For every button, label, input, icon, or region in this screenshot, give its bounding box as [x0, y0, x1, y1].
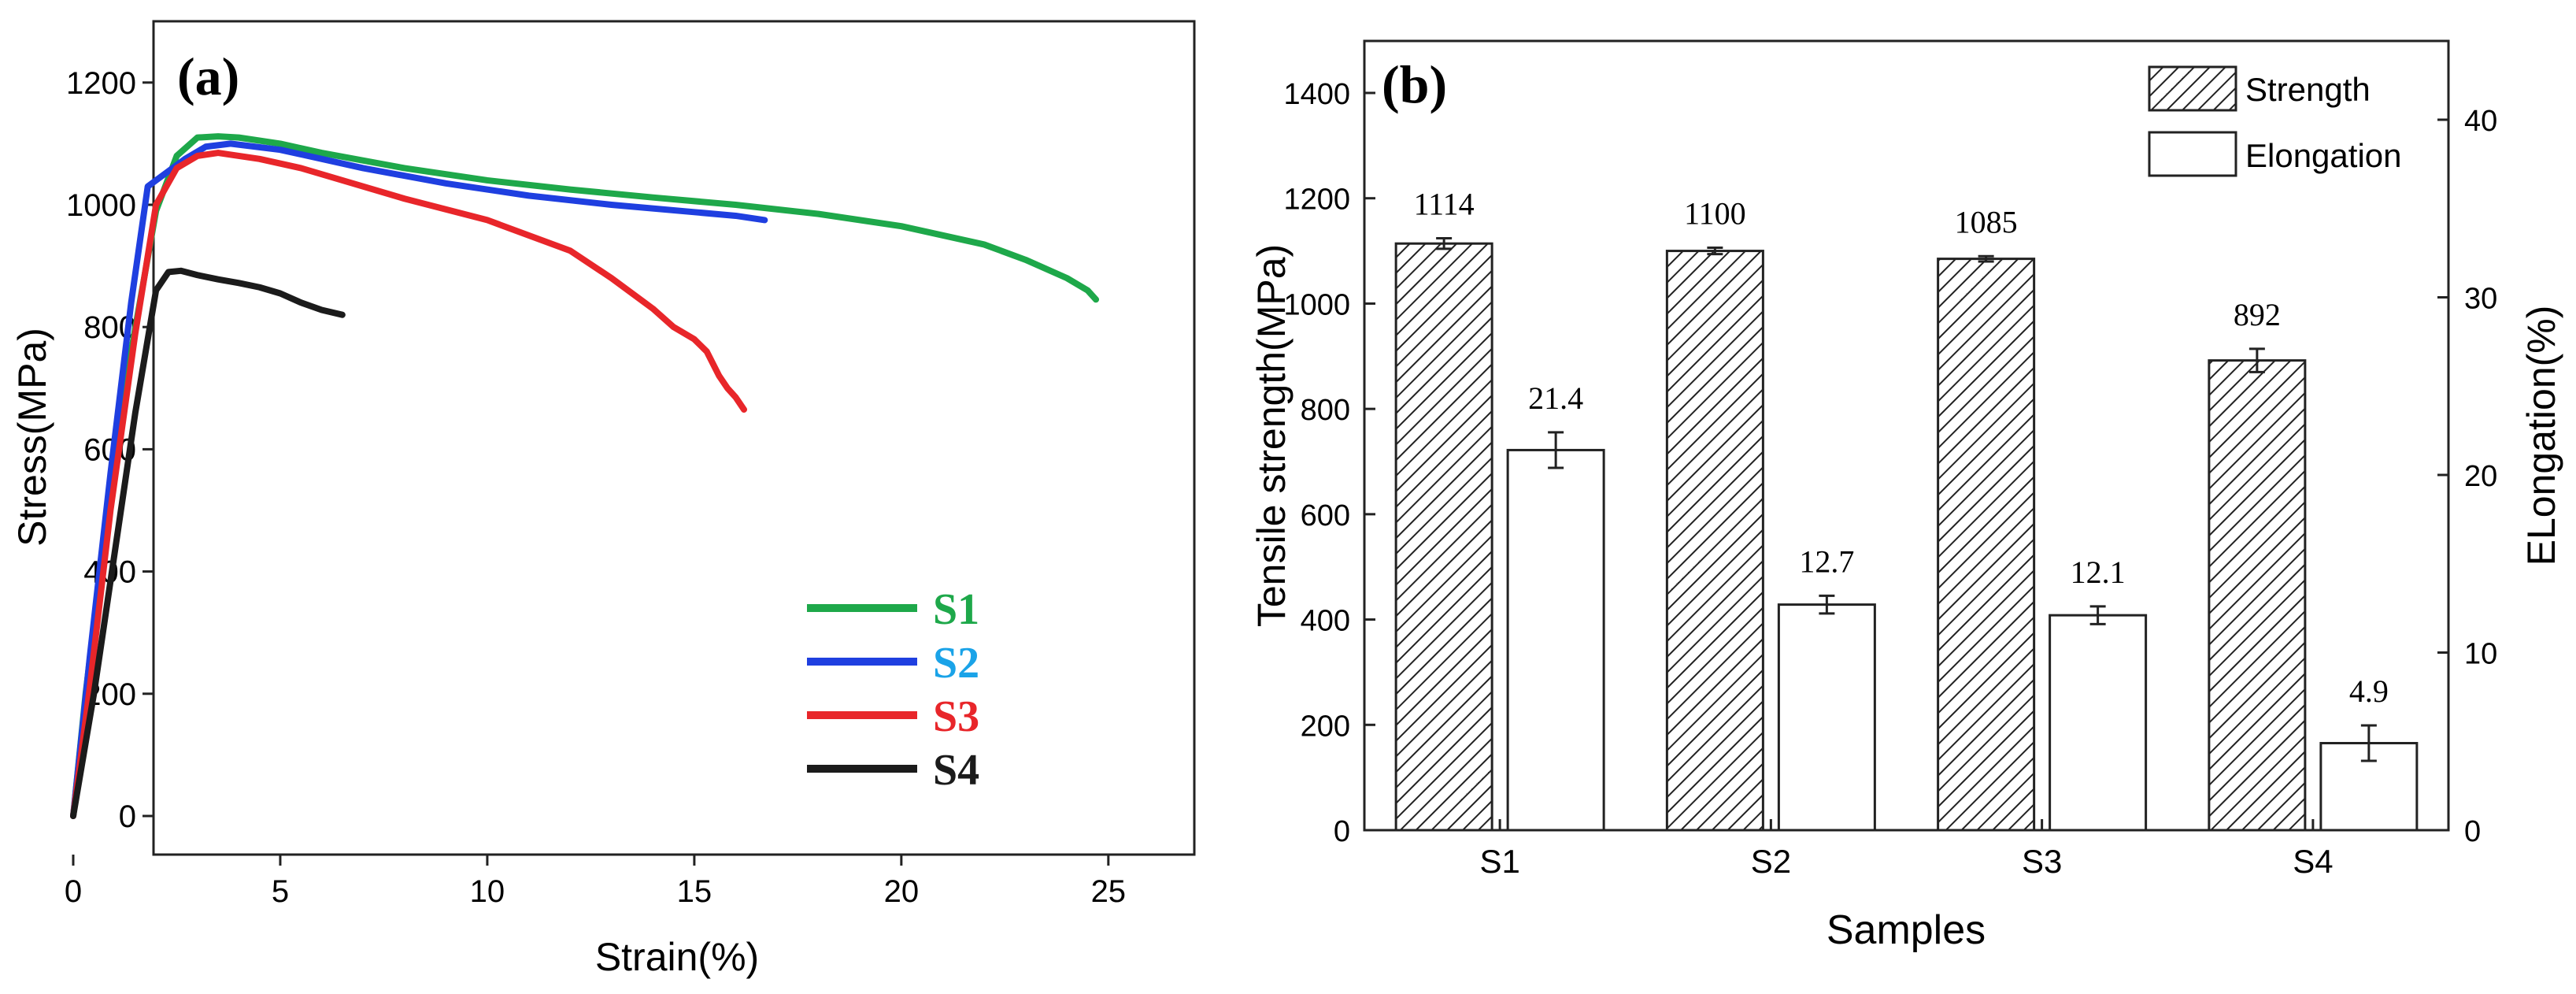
- category-label: S3: [2022, 843, 2062, 880]
- y-tick-label-b: 200: [1301, 710, 1350, 743]
- legend-label-s2: S2: [933, 639, 979, 688]
- error-bar-elongation: [1548, 431, 1564, 469]
- x-tick-label-a: 15: [677, 874, 712, 909]
- legend-label-elongation: Elongation: [2245, 137, 2402, 174]
- x-tick-label-a: 10: [470, 874, 505, 909]
- y-axis-label-a: Stress(MPa): [10, 328, 54, 547]
- error-bar-strength: [1978, 254, 1994, 263]
- bar-strength-s1: [1394, 242, 1493, 832]
- y-tick-right-label-b: 0: [2464, 815, 2481, 848]
- y-tick-label-b: 400: [1301, 605, 1350, 638]
- x-tick-label-a: 25: [1091, 874, 1127, 909]
- y-tick-right-label-b: 40: [2464, 105, 2497, 138]
- y-tick-label-b: 1400: [1283, 78, 1350, 111]
- x-tick-label-a: 5: [272, 874, 289, 909]
- bar-strength-s4: [2208, 359, 2307, 832]
- y-tick-label-a: 1200: [66, 66, 136, 101]
- bar-strength-s2: [1665, 250, 1764, 832]
- error-bar-strength: [1436, 237, 1453, 250]
- legend-swatch-elongation: [2148, 131, 2237, 177]
- category-label: S1: [1479, 843, 1519, 880]
- data-label-elongation: 4.9: [2349, 673, 2389, 709]
- y-tick-label-a: 1000: [66, 188, 136, 223]
- legend-label-s3: S3: [933, 692, 979, 741]
- data-label-strength: 892: [2234, 297, 2281, 332]
- legend-label-s4: S4: [933, 746, 979, 795]
- y-tick-right-label-b: 10: [2464, 638, 2497, 671]
- data-label-strength: 1085: [1955, 204, 2018, 239]
- panel-label-a: (a): [177, 46, 239, 106]
- category-label: S4: [2293, 843, 2333, 880]
- x-tick-label-a: 0: [65, 874, 82, 909]
- error-bar-elongation: [2360, 724, 2377, 762]
- data-label-strength: 1114: [1414, 187, 1475, 222]
- y-tick-label-a: 0: [119, 799, 136, 834]
- category-label: S2: [1751, 843, 1791, 880]
- bar-elongation-s4: [2319, 742, 2419, 832]
- plot-frame-a: [152, 20, 1196, 856]
- series-line-s4: [70, 267, 346, 819]
- data-label-elongation: 12.1: [2071, 554, 2126, 590]
- bar-strength-s3: [1937, 258, 2036, 832]
- legend-swatch-strength: [2148, 65, 2237, 112]
- y-tick-label-b: 1000: [1283, 288, 1350, 321]
- plot-frame-b: [1363, 39, 2450, 832]
- strength-elongation-chart: 0 200 400 600 800 1000 1200 1400 0 10 20 30 40 S1 S2 S3…: [1249, 39, 2563, 953]
- error-bar-elongation: [2089, 605, 2106, 625]
- x-axis-label-a: Strain(%): [595, 935, 759, 979]
- legend-b: Strength Elongation: [2148, 65, 2402, 177]
- y-tick-right-label-b: 30: [2464, 283, 2497, 316]
- y-tick-label-b: 0: [1334, 815, 1350, 848]
- y-axis-right-label-b: ELongation(%): [2519, 306, 2563, 566]
- x-tick-label-a: 20: [884, 874, 920, 909]
- legend-label-strength: Strength: [2245, 71, 2371, 108]
- data-label-elongation: 21.4: [1528, 380, 1583, 416]
- y-tick-label-b: 800: [1301, 394, 1350, 427]
- y-tick-label-b: 1200: [1283, 184, 1350, 217]
- panel-label-b: (b): [1382, 54, 1447, 114]
- bar-elongation-s2: [1777, 603, 1876, 832]
- bar-elongation-s3: [2049, 614, 2148, 832]
- data-label-strength: 1100: [1684, 196, 1746, 232]
- y-tick-right-label-b: 20: [2464, 460, 2497, 493]
- y-axis-label-b: Tensile strength(MPa): [1249, 244, 1294, 627]
- y-tick-label-b: 600: [1301, 499, 1350, 532]
- error-bar-strength: [1707, 247, 1723, 256]
- bar-elongation-s1: [1506, 448, 1605, 832]
- data-label-elongation: 12.7: [1799, 543, 1854, 579]
- error-bar-elongation: [1819, 594, 1835, 615]
- error-bar-strength: [2248, 347, 2265, 373]
- legend-label-s1: S1: [933, 585, 979, 634]
- series-line-s3: [70, 150, 747, 819]
- series-line-s2: [70, 140, 768, 819]
- x-axis-label-b: Samples: [1827, 907, 1986, 953]
